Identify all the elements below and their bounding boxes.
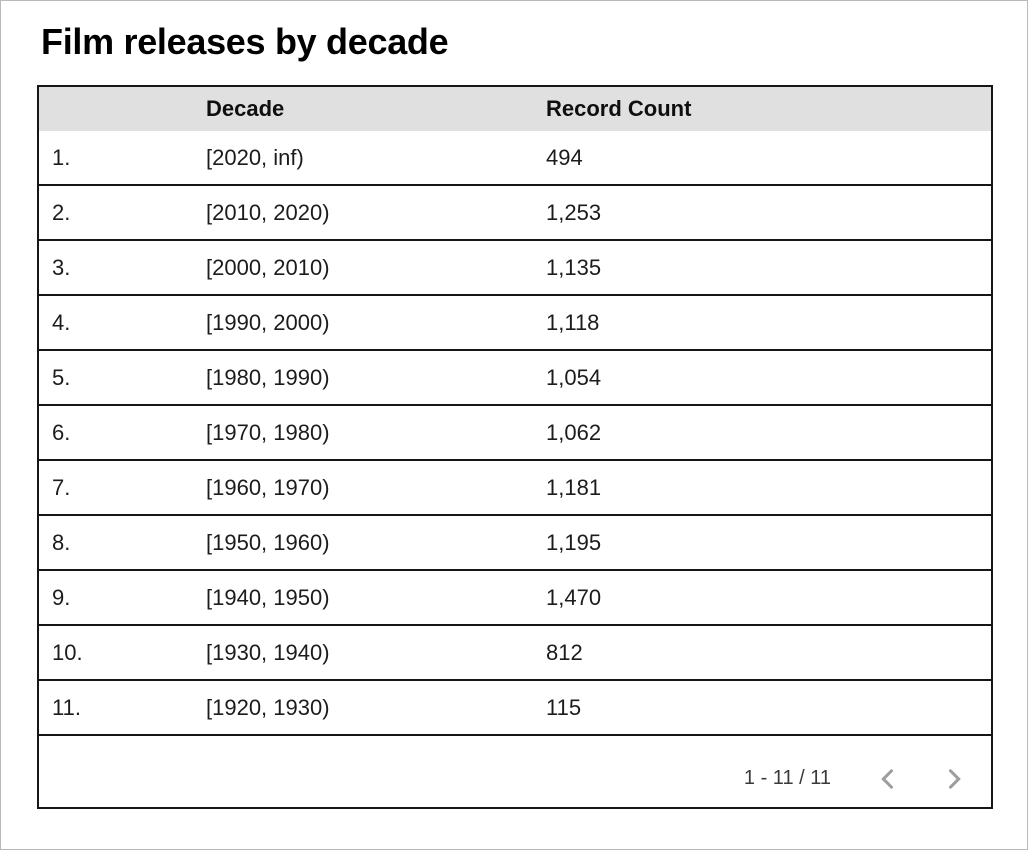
row-index: 1. [52, 144, 71, 170]
row-decade: [1970, 1980) [206, 419, 330, 445]
row-index: 6. [52, 419, 71, 445]
chevron-right-icon [940, 765, 968, 793]
table-row: 8. [1950, 1960) 1,195 [39, 516, 991, 571]
row-decade: [2010, 2020) [206, 199, 330, 225]
table-footer: 1 - 11 / 11 [39, 736, 991, 807]
row-index: 7. [52, 474, 71, 500]
row-decade: [2000, 2010) [206, 254, 330, 280]
row-record-count: 1,062 [546, 419, 602, 445]
pagination-range: 1 - 11 / 11 [743, 767, 831, 789]
table-row: 9. [1940, 1950) 1,470 [39, 571, 991, 626]
header-record-count: Record Count [546, 96, 692, 121]
table-row: 4. [1990, 2000) 1,118 [39, 296, 991, 351]
row-record-count: 115 [546, 694, 582, 720]
table-row: 1. [2020, inf) 494 [39, 131, 991, 186]
pagination-prev-button[interactable] [873, 764, 903, 794]
row-record-count: 1,253 [546, 199, 602, 225]
pagination-next-button[interactable] [939, 764, 969, 794]
row-index: 3. [52, 254, 71, 280]
table-body: 1. [2020, inf) 494 2. [2010, 2020) 1,253 3. [20… [39, 131, 991, 736]
row-index: 2. [52, 199, 71, 225]
table-header-row: Decade Record Count [39, 87, 991, 131]
row-decade: [1980, 1990) [206, 364, 330, 390]
table-row: 7. [1960, 1970) 1,181 [39, 461, 991, 516]
row-record-count: 1,135 [546, 254, 602, 280]
table-row: 6. [1970, 1980) 1,062 [39, 406, 991, 461]
row-decade: [1990, 2000) [206, 309, 330, 335]
table-row: 11. [1920, 1930) 115 [39, 681, 991, 736]
row-index: 11. [52, 694, 81, 720]
row-index: 10. [52, 639, 83, 665]
chevron-left-icon [874, 765, 902, 793]
table-row: 3. [2000, 2010) 1,135 [39, 241, 991, 296]
header-decade: Decade [206, 96, 285, 121]
row-index: 8. [52, 529, 71, 555]
table-row: 2. [2010, 2020) 1,253 [39, 186, 991, 241]
row-record-count: 812 [546, 639, 583, 665]
row-record-count: 1,195 [546, 529, 602, 555]
row-decade: [1930, 1940) [206, 639, 330, 665]
page-title: Film releases by decade [41, 21, 449, 62]
row-index: 4. [52, 309, 71, 335]
table-row: 5. [1980, 1990) 1,054 [39, 351, 991, 406]
row-index: 5. [52, 364, 71, 390]
row-index: 9. [52, 584, 71, 610]
row-record-count: 1,118 [546, 309, 600, 335]
row-record-count: 1,054 [546, 364, 602, 390]
row-decade: [2020, inf) [206, 144, 304, 170]
row-record-count: 494 [546, 144, 583, 170]
row-decade: [1920, 1930) [206, 694, 330, 720]
table-row: 10. [1930, 1940) 812 [39, 626, 991, 681]
row-record-count: 1,181 [546, 474, 602, 500]
row-decade: [1950, 1960) [206, 529, 330, 555]
row-decade: [1960, 1970) [206, 474, 330, 500]
film-releases-table: Decade Record Count 1. [2020, inf) 494 2. [2… [37, 85, 993, 809]
row-record-count: 1,470 [546, 584, 602, 610]
row-decade: [1940, 1950) [206, 584, 330, 610]
